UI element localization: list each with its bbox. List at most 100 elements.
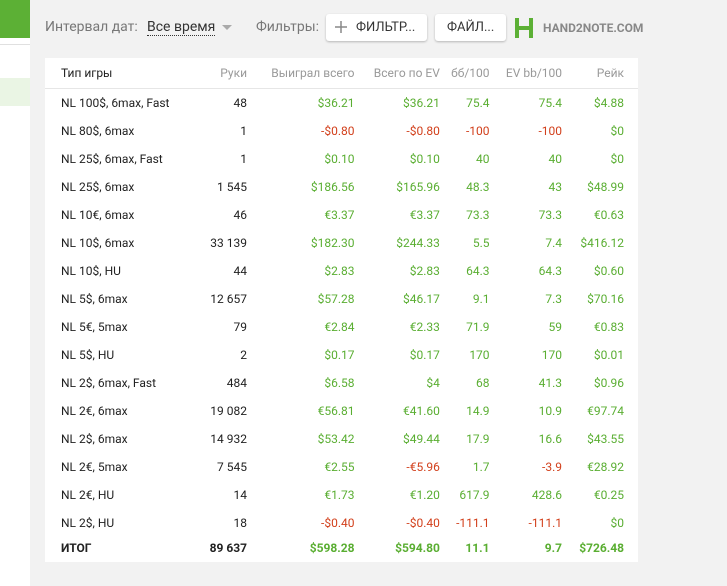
- cell: 44: [233, 264, 248, 278]
- sidebar-selected: [0, 78, 30, 106]
- cell: NL 5€, 5max: [61, 320, 128, 334]
- data-row: NL 5€, 5max 79 €2.84 €2.33 71.9 59 €0.83: [45, 313, 638, 341]
- cell: 41.3: [538, 376, 563, 390]
- cell: $0: [610, 124, 625, 138]
- cell: $244.33: [396, 236, 440, 250]
- cell: 73.3: [466, 208, 490, 222]
- cell: NL 2€, 5max: [61, 460, 128, 474]
- cell: $53.42: [317, 432, 355, 446]
- cell: 2: [240, 348, 247, 362]
- interval-select[interactable]: Все время: [147, 19, 216, 36]
- cell: 7.4: [545, 236, 563, 250]
- data-row: NL 2$, 6max, Fast 484 $6.58 $4 68 41.3 $0.96: [45, 369, 638, 397]
- cell: -111.1: [456, 516, 490, 530]
- header-row: Тип игры Руки Выиграл всего Всего по EV бб/1…: [45, 58, 638, 89]
- column-header: Всего по EV: [354, 58, 440, 89]
- cell: 7.3: [545, 292, 563, 306]
- plus-icon: [335, 21, 347, 33]
- cell: NL 2$, 6max, Fast: [61, 376, 156, 390]
- column-header: бб/100: [439, 58, 490, 89]
- cell: -100: [538, 124, 563, 138]
- cell: 64.3: [538, 264, 563, 278]
- cell: $165.96: [396, 180, 440, 194]
- data-row: NL 5$, HU 2 $0.17 $0.17 170 170 $0.01: [45, 341, 638, 369]
- cell: $36.21: [402, 96, 440, 110]
- cell: 10.9: [538, 404, 563, 418]
- filter-button-text: ФИЛЬТР...: [356, 20, 416, 35]
- cell: NL 2$, 6max: [61, 432, 128, 446]
- cell: €97.74: [587, 404, 624, 418]
- cell: 9.1: [472, 292, 490, 306]
- cell: €0.63: [593, 208, 624, 222]
- cell: €3.37: [324, 208, 355, 222]
- cell: $182.30: [310, 236, 355, 250]
- data-row: NL 100$, 6max, Fast 48 $36.21 $36.21 75.4 75.…: [45, 89, 638, 118]
- cell: €28.92: [587, 460, 624, 474]
- cell: 617.9: [459, 488, 490, 502]
- filter-button[interactable]: ФИЛЬТР...: [326, 14, 427, 41]
- cell: 18: [233, 516, 248, 530]
- cell: 33 139: [210, 236, 247, 250]
- data-row: NL 10$, HU 44 $2.83 $2.83 64.3 64.3 $0.60: [45, 257, 638, 285]
- cell: $0: [610, 516, 625, 530]
- cell: 5.5: [472, 236, 490, 250]
- cell: 79: [233, 320, 248, 334]
- cell: 43: [548, 180, 563, 194]
- cell: $49.44: [402, 432, 440, 446]
- cell: 64.3: [466, 264, 490, 278]
- total-row: ИТОГ 89 637 $598.28 $594.80 11.1 9.7 $726.48: [45, 537, 638, 559]
- cell: €1.20: [409, 488, 440, 502]
- cell: NL 80$, 6max: [61, 124, 135, 138]
- data-row: NL 2€, HU 14 €1.73 €1.20 617.9 428.6 €0.25: [45, 481, 638, 509]
- sidebar-accent: [0, 0, 30, 38]
- cell: €0.83: [593, 320, 624, 334]
- interval-label: Интервал дат:: [45, 19, 138, 35]
- column-header: Выиграл всего: [247, 58, 355, 89]
- file-button-text: ФАЙЛ...: [447, 20, 495, 35]
- cell: -$0.40: [321, 516, 355, 530]
- cell: NL 2€, 6max: [61, 404, 128, 418]
- cell: $0: [610, 152, 625, 166]
- cell: NL 5$, 6max: [61, 292, 128, 306]
- column-header: EV bb/100: [489, 58, 563, 89]
- file-button[interactable]: ФАЙЛ...: [435, 14, 506, 41]
- cell: 17.9: [466, 432, 490, 446]
- cell: NL 100$, 6max, Fast: [61, 96, 170, 110]
- cell: 46: [233, 208, 248, 222]
- cell: €1.73: [324, 488, 355, 502]
- cell: €2.55: [324, 460, 355, 474]
- column-header: Тип игры: [45, 58, 201, 89]
- cell: 68: [476, 376, 490, 390]
- cell: 14 932: [210, 432, 247, 446]
- cell: -100: [465, 124, 490, 138]
- cell: $0.17: [324, 348, 355, 362]
- cell: $57.28: [317, 292, 355, 306]
- cell: $0.96: [593, 376, 624, 390]
- cell: $4: [426, 376, 440, 390]
- cell: 9.7: [544, 541, 563, 555]
- cell: 428.6: [531, 488, 563, 502]
- cell: €2.33: [409, 320, 440, 334]
- cell: -111.1: [528, 516, 563, 530]
- cell: NL 25$, 6max, Fast: [61, 152, 163, 166]
- cell: $0.60: [593, 264, 624, 278]
- cell: 7 545: [217, 460, 247, 474]
- cell: $0.10: [324, 152, 355, 166]
- cell: $594.80: [395, 541, 440, 555]
- cell: $70.16: [587, 292, 624, 306]
- cell: $43.55: [587, 432, 624, 446]
- cell: 19 082: [210, 404, 247, 418]
- cell: $598.28: [309, 541, 355, 555]
- cell: 16.6: [538, 432, 563, 446]
- cell: 48: [233, 96, 248, 110]
- cell: 14.9: [466, 404, 490, 418]
- filters-label: Фильтры:: [256, 19, 319, 35]
- cell: €41.60: [402, 404, 440, 418]
- cell: €3.37: [409, 208, 440, 222]
- cell: 71.9: [466, 320, 490, 334]
- data-row: NL 2€, 5max 7 545 €2.55 -€5.96 1.7 -3.9 €28.92: [45, 453, 638, 481]
- cell: NL 25$, 6max: [61, 180, 135, 194]
- cell: 48.3: [466, 180, 490, 194]
- cell: NL 5$, HU: [61, 348, 115, 362]
